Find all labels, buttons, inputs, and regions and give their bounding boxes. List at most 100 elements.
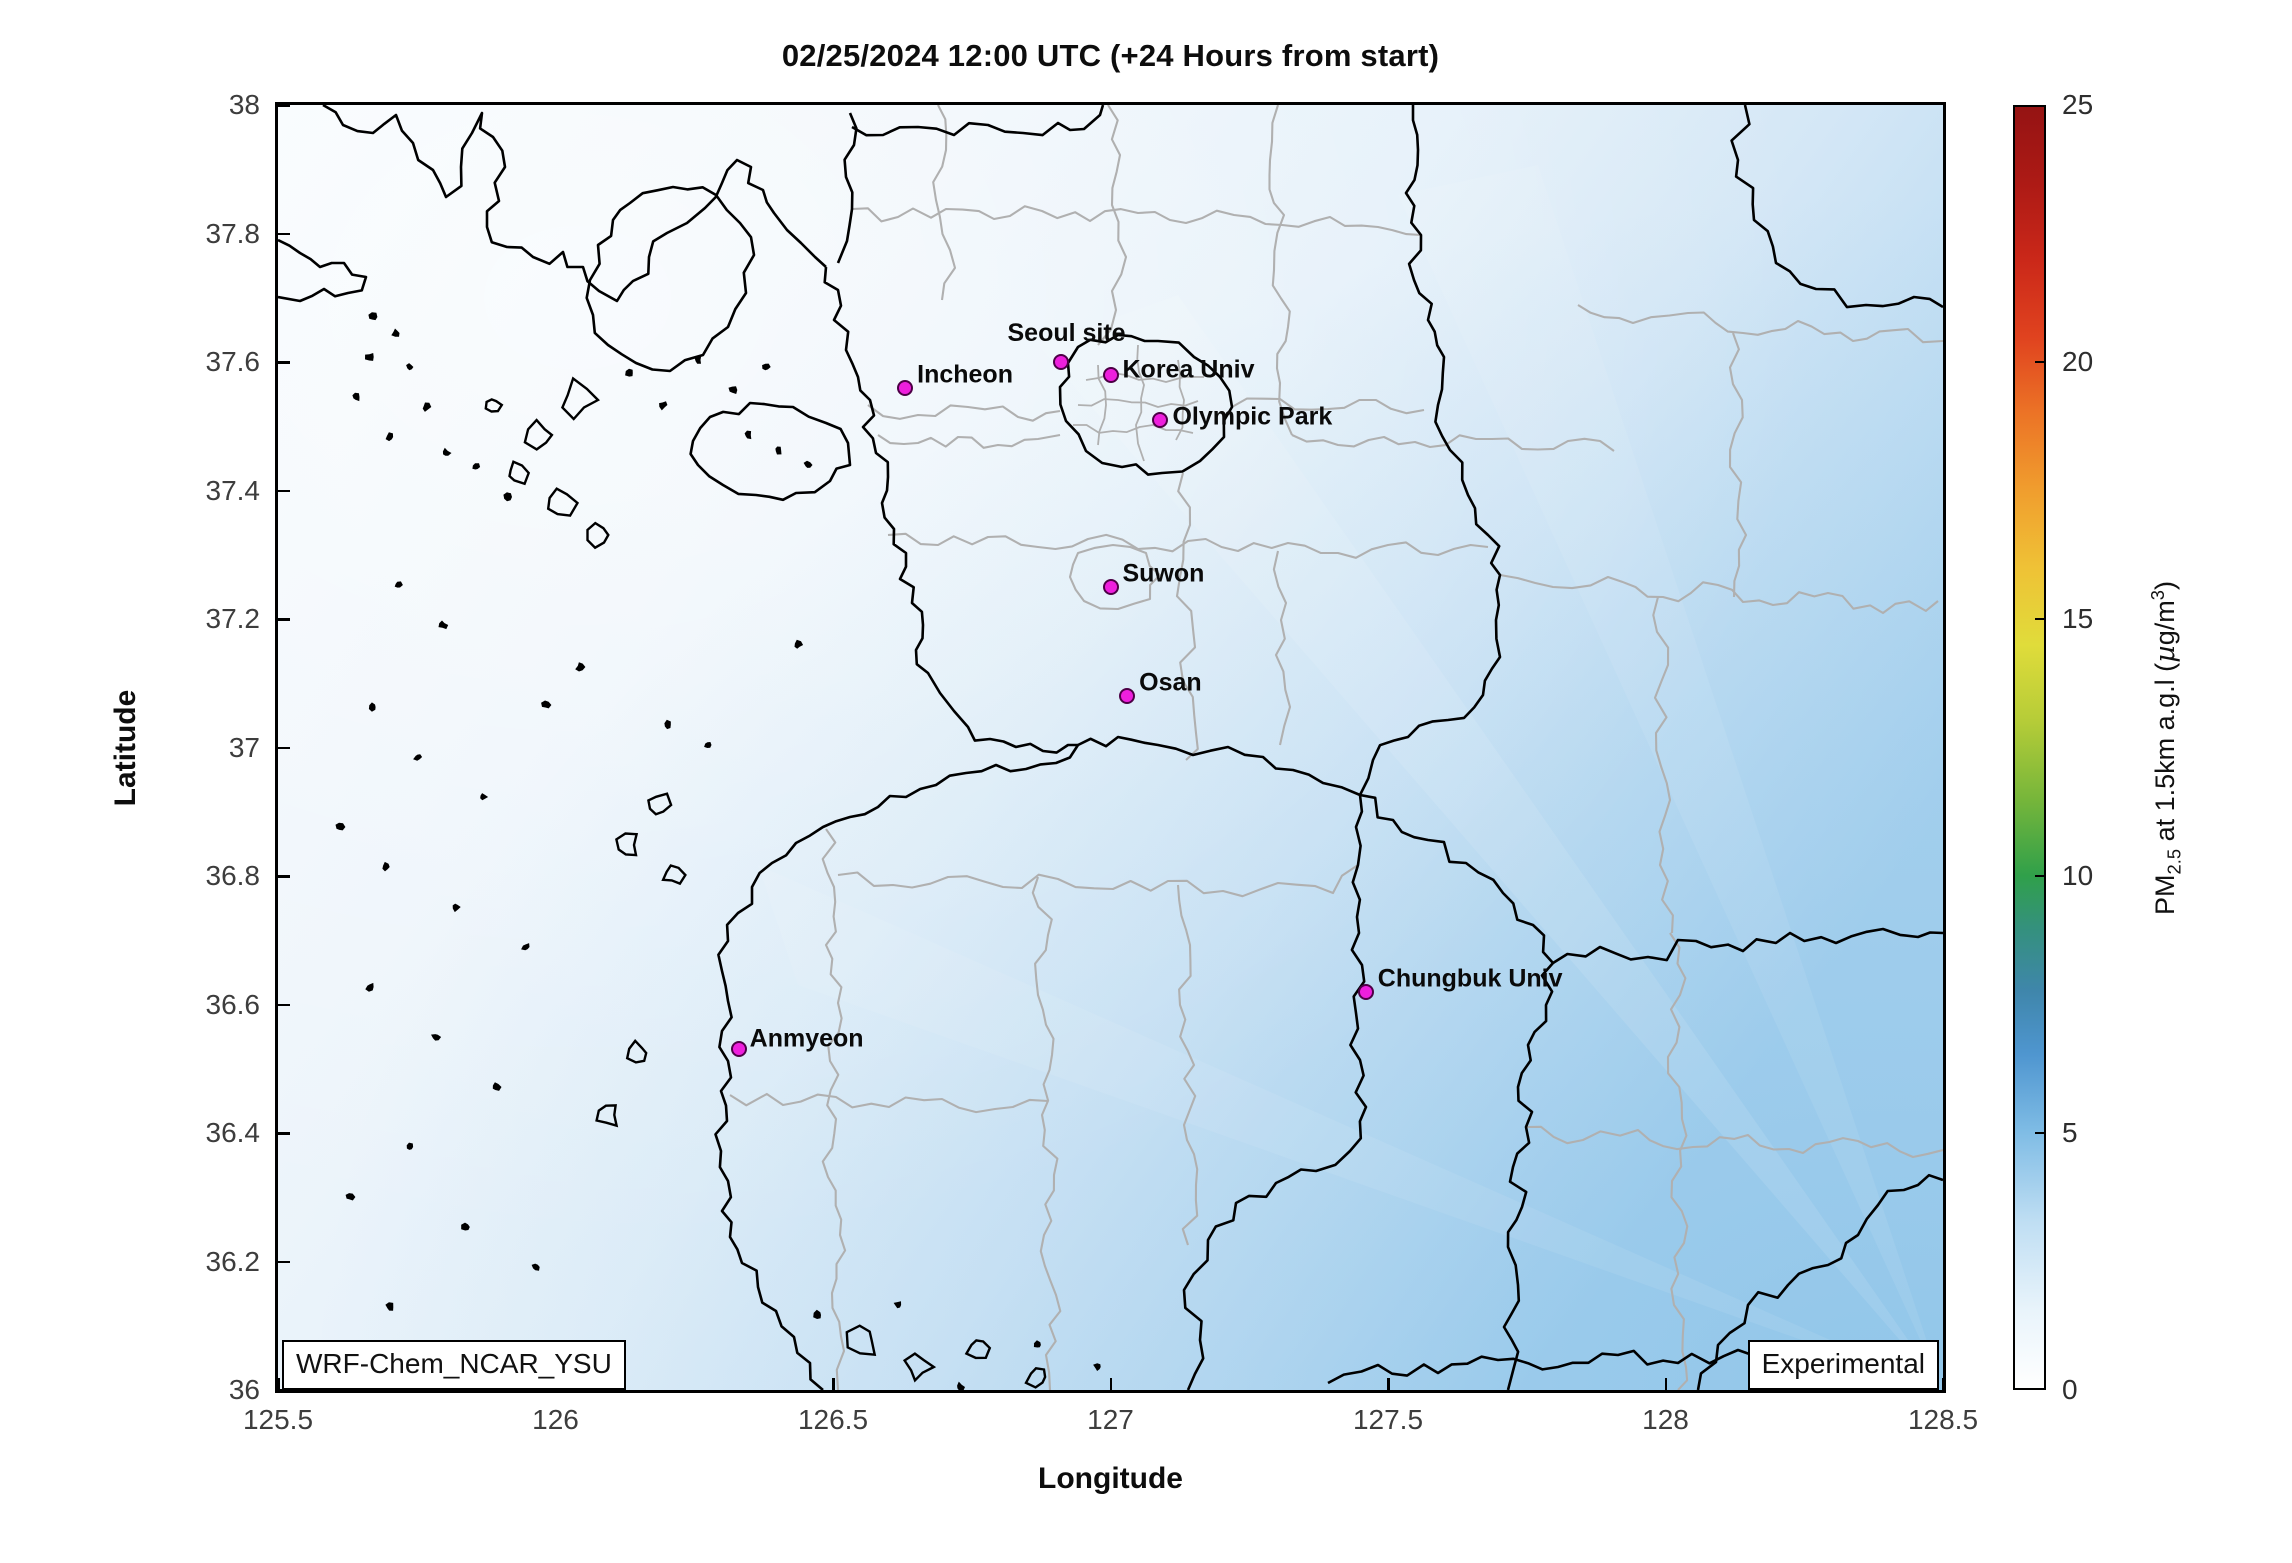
islet-dot — [531, 1263, 540, 1271]
islet-dot — [385, 432, 394, 442]
islet-dot — [625, 368, 633, 377]
admin-boundary-line — [1097, 105, 1128, 346]
coastline-border-line — [714, 266, 1080, 1390]
y-tick-label: 37.2 — [205, 603, 261, 634]
field-streak — [758, 865, 1943, 1390]
experimental-box: Experimental — [1747, 1340, 1939, 1390]
island-outline — [595, 1104, 619, 1128]
x-tick-label: 125.5 — [242, 1404, 314, 1435]
island-outline — [647, 792, 673, 816]
admin-boundary-line — [877, 433, 1061, 449]
island-outline — [1024, 1367, 1047, 1389]
admin-boundary-line — [1666, 932, 1689, 1390]
admin-boundary-line — [1728, 332, 1748, 598]
admin-boundary-line — [1175, 472, 1199, 761]
colorbar — [2013, 105, 2046, 1390]
y-tick-mark — [278, 1003, 290, 1006]
island-outline — [902, 1352, 937, 1383]
admin-boundary-line — [1176, 884, 1199, 1246]
islet-dot — [345, 1193, 356, 1201]
admin-boundary-line — [1231, 397, 1425, 415]
island-outline — [845, 1324, 877, 1357]
islet-dot — [541, 700, 552, 709]
y-tick-mark — [278, 1132, 290, 1135]
station-marker — [1119, 688, 1136, 705]
islet-dot — [480, 793, 489, 801]
admin-boundary-line — [1291, 434, 1615, 452]
y-tick-mark — [278, 875, 290, 878]
coastline-border-line — [851, 105, 1105, 137]
islet-dot — [461, 1222, 470, 1231]
islet-dot — [803, 460, 813, 468]
admin-boundary-line — [1268, 105, 1293, 436]
admin-boundary-line — [1077, 398, 1199, 408]
y-tick-label: 36.2 — [205, 1245, 261, 1277]
y-tick-mark — [278, 104, 290, 107]
colorbar-tick-mark — [2035, 875, 2044, 877]
coastline-border-line — [322, 105, 827, 303]
x-tick-mark — [832, 1378, 835, 1390]
colorbar-axis-label: PM2.5 at 1.5km a.g.l (µg/m3) — [2147, 581, 2185, 915]
station-label: Incheon — [917, 360, 1013, 389]
island-outline — [586, 521, 610, 550]
islet-dot — [575, 662, 586, 672]
islet-dot — [391, 328, 400, 337]
colorbar-tick-label: 0 — [2062, 1374, 2078, 1405]
y-tick-mark — [278, 232, 290, 235]
station-label: Korea Univ — [1122, 355, 1255, 384]
station-label: Seoul site — [1007, 319, 1126, 347]
islet-dot — [452, 903, 461, 913]
model-name-label: WRF-Chem_NCAR_YSU — [296, 1348, 612, 1379]
admin-boundary-line — [1652, 596, 1674, 934]
coastline-border-line — [836, 112, 858, 264]
islet-dot — [382, 861, 390, 872]
islet-dot — [503, 492, 512, 502]
map-plot-area: WRF-Chem_NCAR_YSU Experimental Seoul sit… — [275, 102, 1946, 1393]
y-tick-mark — [278, 618, 290, 621]
coastline-border-line — [1327, 1346, 1799, 1385]
x-tick-mark — [1942, 1378, 1945, 1390]
station-label: Olympic Park — [1172, 402, 1333, 431]
y-tick-label: 36.8 — [205, 860, 261, 891]
islet-dot — [694, 356, 702, 364]
islet-dot — [492, 1082, 502, 1091]
map-canvas — [278, 105, 1943, 1390]
admin-boundary-line — [932, 105, 957, 301]
coastline-border-line — [1077, 735, 1361, 797]
islet-dot — [394, 581, 403, 588]
islet-dot — [422, 402, 432, 412]
colorbar-tick-label: 20 — [2062, 346, 2094, 377]
station-marker — [1357, 983, 1374, 1000]
x-tick-mark — [1664, 1378, 1667, 1390]
islet-dot — [472, 463, 481, 470]
island-outline — [615, 832, 639, 857]
x-tick-mark — [1109, 1378, 1112, 1390]
x-tick-label: 127 — [1087, 1404, 1134, 1435]
coastline-border-line — [1182, 794, 1368, 1390]
colorbar-tick-mark — [2035, 1132, 2044, 1134]
island-outline — [625, 1039, 648, 1064]
admin-boundary-line — [729, 1092, 1049, 1114]
island-outline — [661, 864, 687, 886]
admin-boundary-line — [837, 864, 1359, 898]
admin-boundary-line — [821, 828, 847, 1390]
islet-dot — [775, 446, 782, 455]
experimental-label: Experimental — [1761, 1348, 1925, 1379]
coastline-border-line — [1730, 105, 1943, 309]
colorbar-tick-mark — [2035, 618, 2044, 620]
field-streak — [1038, 295, 1943, 1390]
y-tick-label: 37.4 — [205, 474, 261, 506]
islet-dot — [368, 702, 376, 712]
islet-dot — [406, 363, 414, 371]
islet-dot — [664, 719, 671, 730]
station-marker — [1102, 366, 1119, 383]
islet-dot — [352, 392, 360, 402]
x-axis-label: Longitude — [1038, 1462, 1183, 1495]
small-islands — [335, 312, 1101, 1390]
station-marker — [1052, 354, 1069, 370]
islet-dot — [957, 1381, 965, 1390]
islet-dot — [368, 312, 378, 321]
coastline-border-line — [1552, 927, 1943, 965]
coastline-border-line — [689, 401, 852, 502]
